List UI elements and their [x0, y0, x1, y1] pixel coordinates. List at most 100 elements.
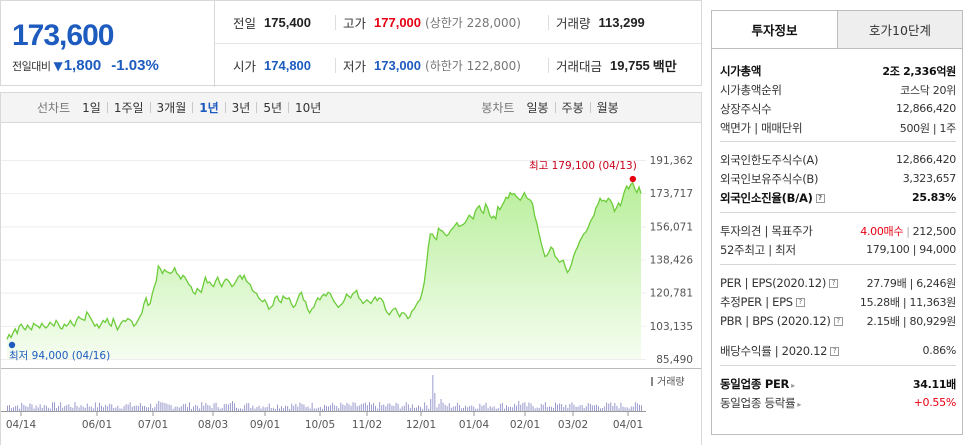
volume-bar	[142, 405, 143, 411]
period-1w[interactable]: 1주일	[113, 101, 144, 115]
volume-bar	[107, 406, 109, 411]
volume-bar	[244, 405, 246, 411]
volume-bar	[272, 407, 274, 411]
volume-bar	[510, 406, 511, 411]
period-1y[interactable]: 1년	[199, 101, 219, 115]
volume-bar	[279, 408, 280, 411]
prev-close-value: 175,400	[264, 15, 312, 30]
chevron-right-icon[interactable]: ▸	[797, 399, 802, 409]
volume-bar	[191, 409, 192, 411]
volume-bar	[620, 402, 622, 411]
volume-bar	[203, 405, 205, 411]
price-change-row: 전일대비 ▼ 1,800 -1.03%	[12, 57, 159, 74]
period-3y[interactable]: 3년	[231, 101, 251, 115]
volume-bar	[600, 408, 601, 411]
min-point-marker	[8, 341, 16, 349]
panel-row-label: 시가총액	[720, 63, 762, 78]
volume-bar	[35, 405, 37, 411]
volume-bar	[485, 402, 487, 411]
volume-bar	[364, 402, 366, 411]
volume-bar	[634, 402, 636, 411]
divider	[149, 102, 151, 113]
lower-limit: (하한가 122,800)	[425, 59, 521, 73]
candle-daily[interactable]: 일봉	[526, 101, 549, 115]
volume-bar	[465, 405, 466, 411]
candle-monthly[interactable]: 월봉	[596, 101, 619, 115]
volume-bar	[377, 408, 379, 411]
panel-row-label: 투자의견 | 목표주가	[720, 223, 813, 238]
volume-bar	[68, 404, 70, 411]
volume-bar	[115, 407, 117, 411]
volume-bar	[49, 408, 51, 411]
panel-row-label: 배당수익률 | 2020.12?	[720, 343, 840, 359]
panel-row-label: 추정PER | EPS?	[720, 294, 805, 310]
volume-bar	[47, 407, 49, 411]
volume-bar	[426, 405, 428, 411]
volume-bar	[328, 406, 329, 411]
volume-bar	[414, 407, 415, 411]
volume-bar	[86, 403, 88, 411]
volume-bar	[567, 408, 569, 411]
volume-bar	[436, 407, 438, 411]
period-10y[interactable]: 10년	[295, 101, 322, 115]
volume-bar	[31, 404, 33, 411]
volume-bar	[483, 405, 485, 411]
help-icon[interactable]: ?	[829, 278, 839, 288]
help-icon[interactable]: ?	[795, 297, 805, 307]
investment-info-panel: 투자정보 호가10단계 시가총액 2조 2,336억원 시가총액순위 코스닥 20위 상…	[711, 10, 963, 435]
volume-bar	[440, 399, 442, 411]
volume-bar	[628, 408, 630, 411]
volume-bar	[461, 408, 462, 411]
volume-bar	[281, 406, 282, 411]
volume-bar	[608, 403, 610, 411]
volume-bar	[283, 408, 284, 411]
tab-orderbook[interactable]: 호가10단계	[837, 11, 962, 48]
volume-bar	[444, 404, 446, 411]
panel-row-value: 3,323,657	[902, 172, 957, 185]
volume-bar	[477, 408, 479, 411]
volume-bar	[585, 406, 587, 411]
volume-bar	[346, 402, 348, 411]
volume-bar	[630, 406, 632, 411]
help-icon[interactable]: ?	[815, 193, 825, 203]
volume-bar	[285, 405, 286, 411]
y-tick-label: 156,071	[650, 221, 693, 233]
volume-bar	[33, 408, 35, 411]
period-5y[interactable]: 5년	[263, 101, 283, 115]
volume-bar	[544, 402, 546, 411]
volume-bar	[358, 405, 360, 411]
panel-row-value: 2조 2,336억원	[882, 64, 956, 78]
price-box: 173,600 전일대비 ▼ 1,800 -1.03%	[1, 1, 215, 87]
panel-row-label: PBR | BPS (2020.12)?	[720, 314, 843, 328]
panel-row-label: 52주최고 | 최저	[720, 242, 796, 257]
volume-bar	[526, 406, 528, 411]
panel-row-value: 12,866,420	[896, 153, 956, 166]
period-3m[interactable]: 3개월	[156, 101, 187, 115]
help-icon[interactable]: ?	[833, 316, 843, 326]
volume-bar	[489, 406, 491, 411]
volume-bar	[264, 407, 266, 411]
volume-bar	[504, 408, 505, 411]
help-icon[interactable]: ?	[830, 346, 840, 356]
candle-weekly[interactable]: 주봉	[561, 101, 584, 115]
volume-bar	[62, 407, 64, 411]
y-tick-label: 120,781	[650, 288, 693, 300]
amount-value: 19,755	[610, 58, 650, 73]
volume-bar	[403, 405, 405, 411]
volume-bar	[309, 408, 311, 411]
volume-bar	[129, 402, 131, 411]
volume-bar	[187, 407, 188, 411]
volume-bar	[432, 375, 434, 411]
volume-bar	[405, 402, 407, 411]
volume-bar	[277, 404, 278, 411]
volume-bar	[399, 408, 401, 411]
volume-bar	[193, 406, 194, 411]
chevron-right-icon[interactable]: ▸	[791, 380, 795, 390]
tab-investment-info[interactable]: 투자정보	[712, 11, 837, 48]
volume-bar	[21, 402, 23, 411]
panel-row-label: 동일업종 등락률 ▸	[720, 395, 802, 410]
period-1d[interactable]: 1일	[82, 101, 101, 115]
volume-bar	[207, 404, 209, 411]
volume-bar	[150, 403, 152, 411]
volume-bar	[27, 407, 29, 411]
